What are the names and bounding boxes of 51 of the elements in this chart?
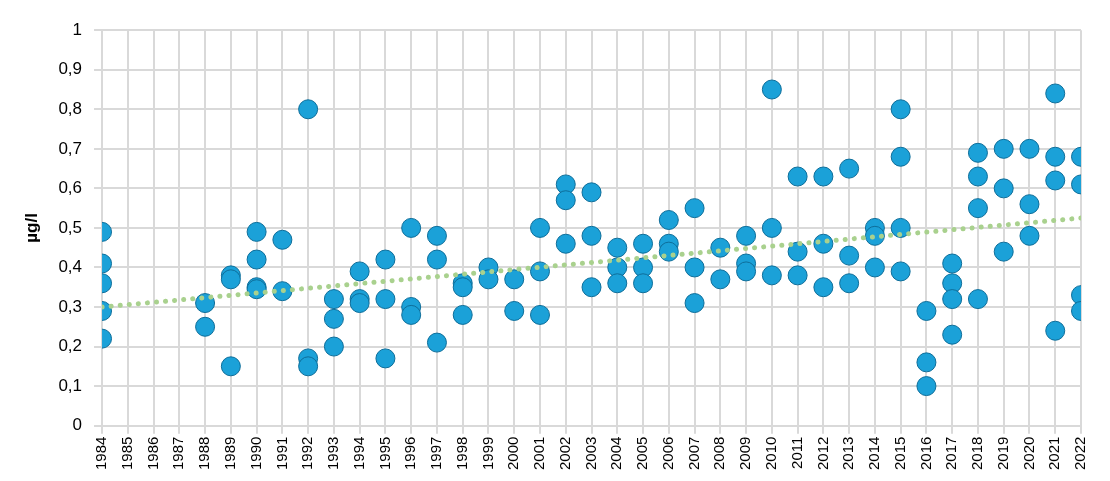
x-tick-label: 2022 <box>1071 436 1089 471</box>
x-tick-label: 2013 <box>839 436 857 471</box>
x-tick-label: 2019 <box>993 436 1011 471</box>
y-tick-label: 0,8 <box>58 98 83 118</box>
x-tick-label: 2003 <box>581 436 599 471</box>
x-tick-label: 2009 <box>736 436 754 471</box>
x-tick-label: 1992 <box>298 436 316 471</box>
x-tick-label: 1984 <box>92 436 110 471</box>
x-tick-label: 1995 <box>375 436 393 471</box>
x-tick-label: 2016 <box>916 436 934 471</box>
x-tick-label: 2014 <box>865 436 883 471</box>
y-tick-label: 0,3 <box>58 296 83 316</box>
x-tick-label: 1985 <box>117 436 135 471</box>
x-tick-label: 2012 <box>813 436 831 471</box>
y-axis-title: µg/l <box>21 213 41 243</box>
x-tick-label: 1997 <box>427 436 445 471</box>
y-tick-label: 0,1 <box>58 375 83 395</box>
y-tick-label: 0 <box>72 415 83 435</box>
x-tick-label: 2010 <box>761 436 779 471</box>
x-tick-label: 2005 <box>633 436 651 471</box>
x-tick-label: 1991 <box>272 436 290 471</box>
y-tick-label: 0,7 <box>58 138 83 158</box>
x-tick-label: 2006 <box>658 436 676 471</box>
x-tick-label: 1987 <box>169 436 187 471</box>
x-tick-label: 2021 <box>1045 436 1063 471</box>
x-tick-label: 1993 <box>324 436 342 471</box>
y-tick-label: 0,5 <box>58 217 83 237</box>
x-tick-label: 2001 <box>530 436 548 471</box>
x-tick-label: 1999 <box>478 436 496 471</box>
x-tick-label: 2004 <box>607 436 625 471</box>
x-tick-label: 1990 <box>246 436 264 471</box>
y-tick-label: 1 <box>72 19 83 39</box>
x-tick-label: 1989 <box>220 436 238 471</box>
x-tick-label: 2015 <box>890 436 908 471</box>
x-tick-label: 2007 <box>684 436 702 471</box>
y-tick-label: 0,6 <box>58 178 83 198</box>
x-tick-label: 2002 <box>555 436 573 471</box>
y-tick-label: 0,9 <box>58 59 83 79</box>
x-tick-label: 2011 <box>787 436 805 469</box>
x-tick-label: 1994 <box>349 436 367 471</box>
x-tick-label: 2017 <box>942 436 960 471</box>
x-tick-label: 1986 <box>143 436 161 471</box>
x-tick-label: 2018 <box>968 436 986 471</box>
x-tick-label: 1988 <box>195 436 213 471</box>
y-tick-label: 0,2 <box>58 336 83 356</box>
x-tick-label: 2000 <box>504 436 522 471</box>
x-tick-label: 1998 <box>452 436 470 471</box>
x-tick-label: 1996 <box>401 436 419 471</box>
y-tick-label: 0,4 <box>58 257 83 277</box>
x-tick-label: 2008 <box>710 436 728 471</box>
x-tick-label: 2020 <box>1019 436 1037 471</box>
